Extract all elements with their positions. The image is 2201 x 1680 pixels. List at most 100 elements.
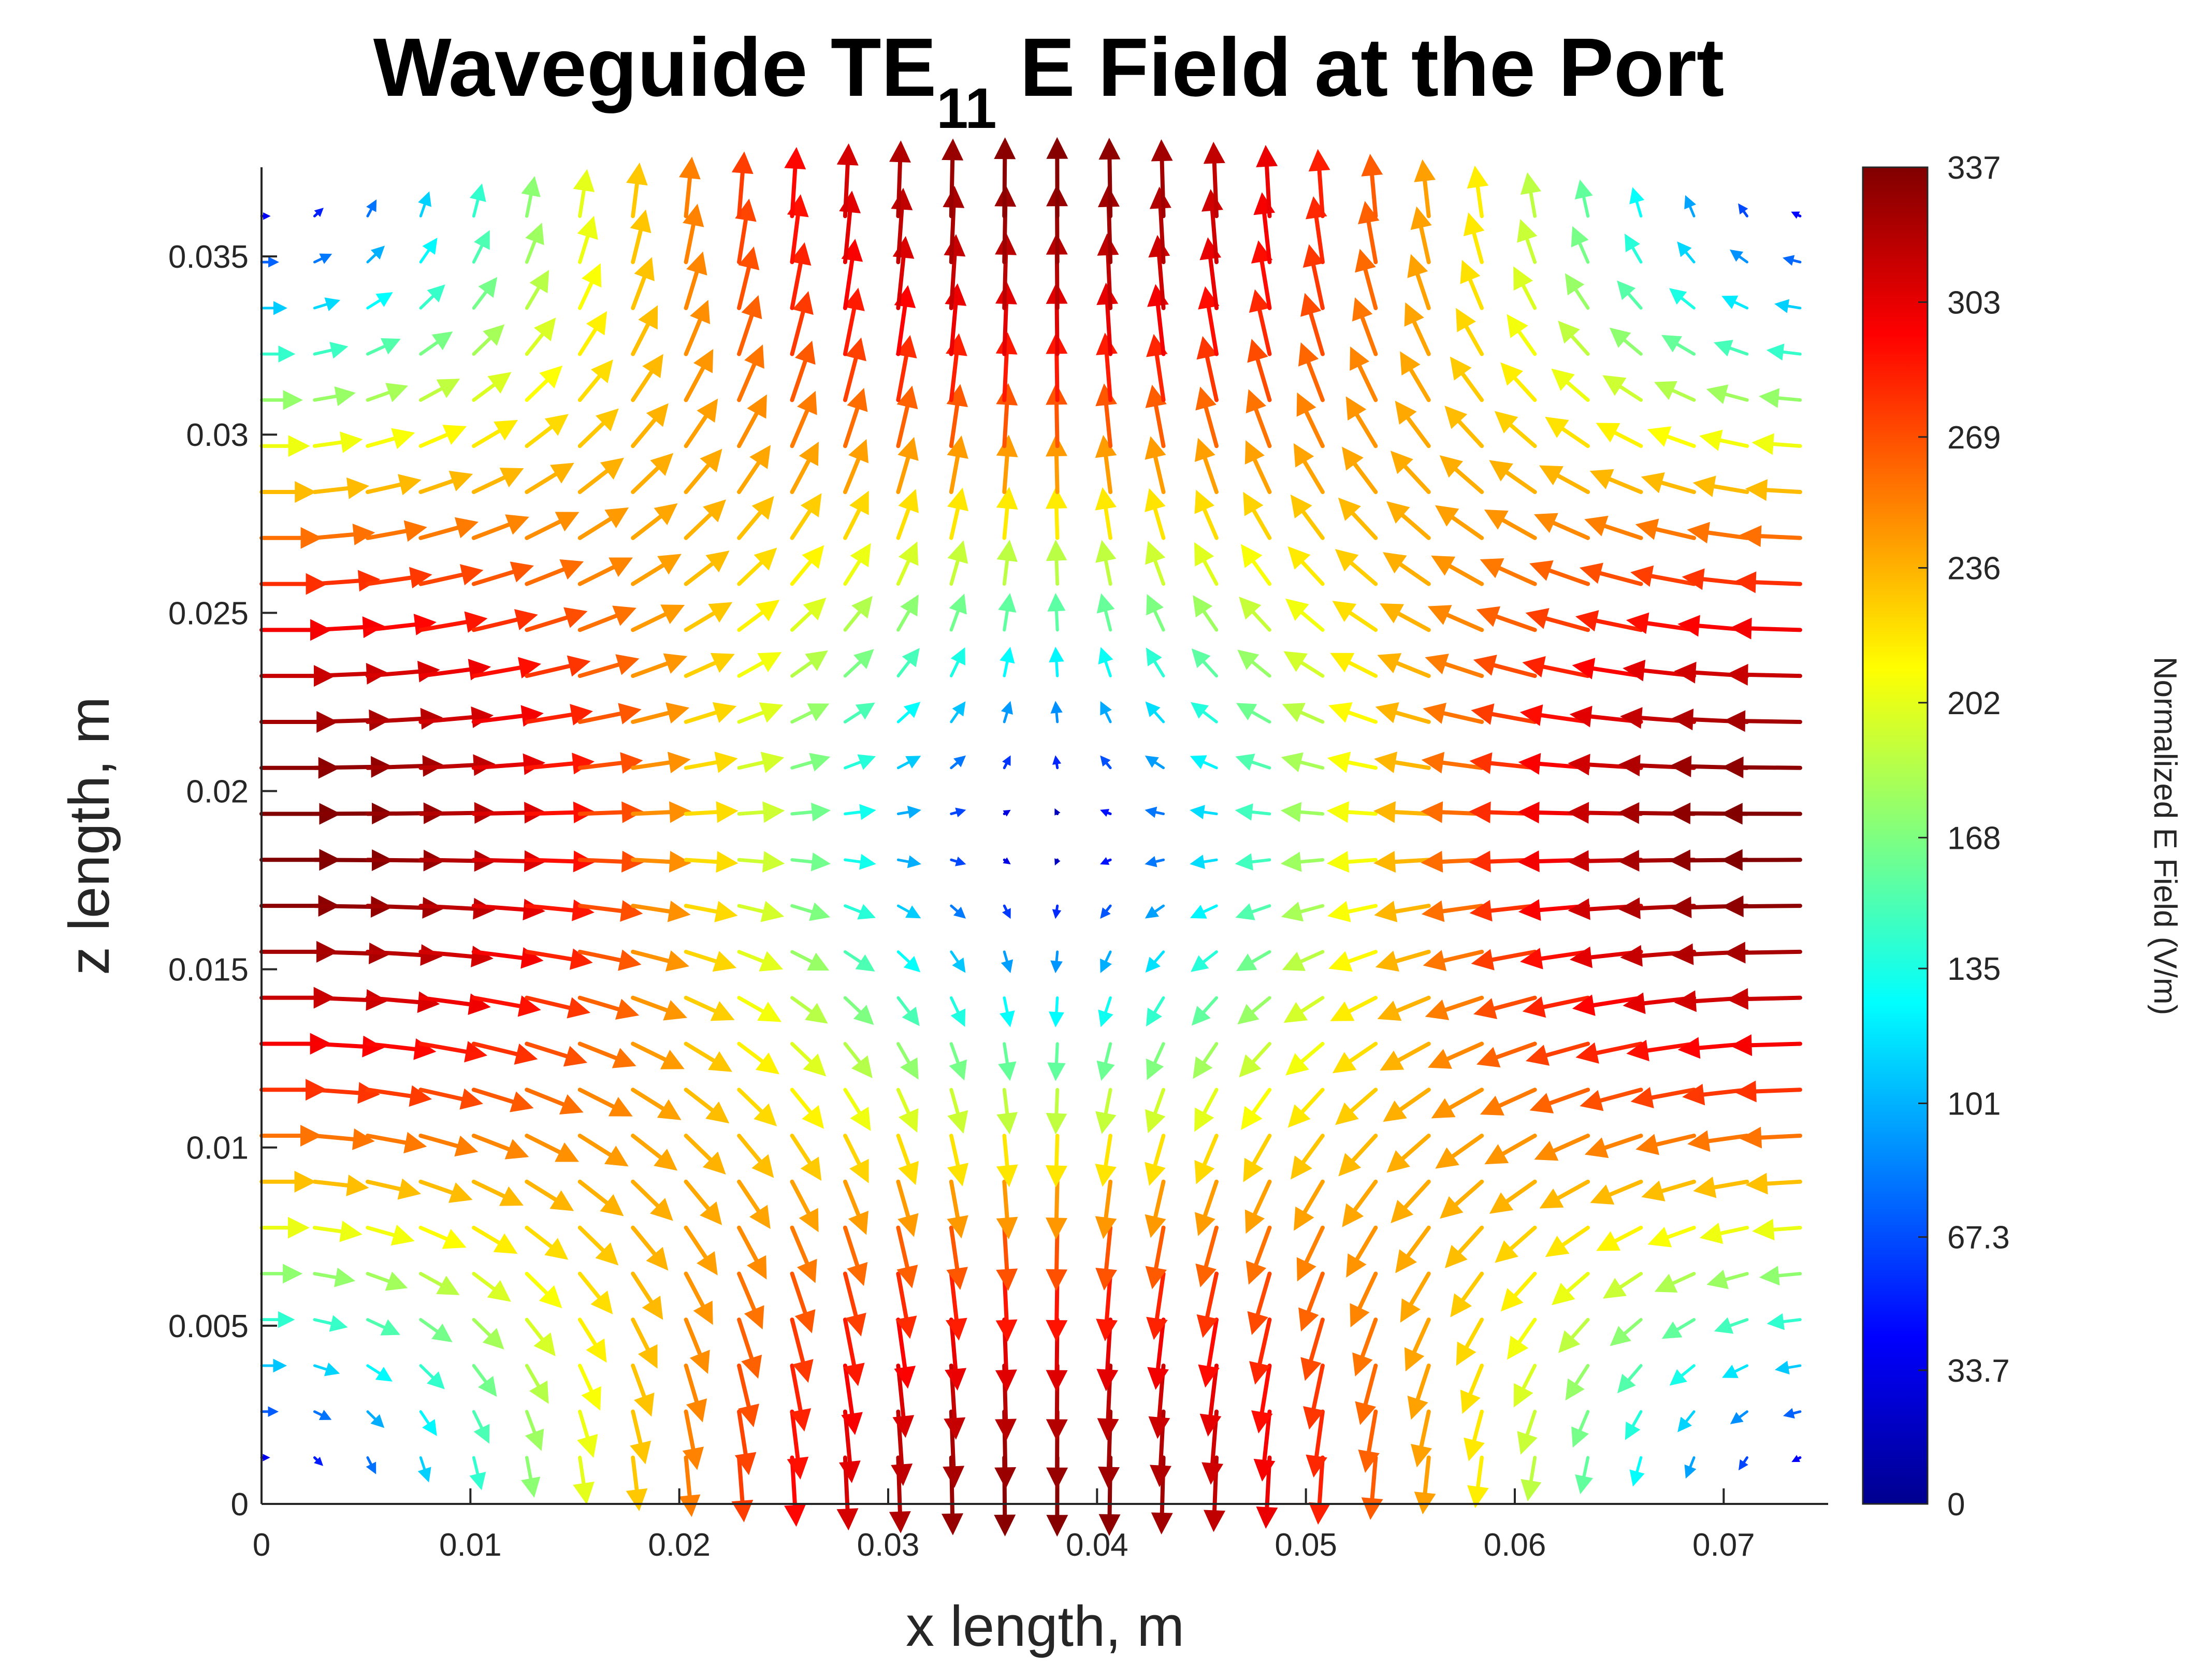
field-arrow (1096, 593, 1115, 632)
field-arrow (1783, 255, 1802, 266)
field-arrow (1414, 159, 1436, 219)
field-arrow (525, 1225, 569, 1260)
field-arrow (1298, 342, 1325, 402)
field-arrow (737, 599, 780, 632)
field-arrow (1145, 701, 1165, 723)
field-arrow (684, 448, 722, 495)
field-arrow (1145, 384, 1167, 448)
field-arrow (1565, 1364, 1590, 1401)
field-arrow (790, 441, 819, 495)
field-arrow (313, 1363, 340, 1377)
field-arrow (684, 1271, 713, 1325)
field-arrow (366, 199, 377, 218)
field-arrow (630, 209, 651, 265)
field-arrow (1145, 436, 1166, 495)
field-arrow (1617, 280, 1643, 310)
field-arrow (737, 1134, 774, 1178)
field-arrow (896, 1225, 918, 1288)
field-arrow (843, 1134, 869, 1183)
field-arrow (684, 251, 707, 310)
field-arrow (1237, 996, 1271, 1025)
field-arrow (1456, 1317, 1484, 1366)
field-arrow (1439, 455, 1484, 495)
field-arrow (790, 242, 812, 310)
x-tick-label: 0.01 (439, 1527, 502, 1563)
field-arrow (1290, 494, 1325, 540)
field-arrow (1285, 1041, 1325, 1076)
field-arrow (1243, 491, 1272, 540)
field-arrow (525, 1041, 588, 1067)
field-arrow (950, 701, 966, 723)
field-arrow (1484, 509, 1537, 540)
field-arrow (843, 1179, 868, 1235)
field-arrow (1471, 949, 1537, 971)
field-arrow (577, 949, 642, 971)
field-arrow (1647, 426, 1696, 448)
field-arrow (1404, 302, 1431, 356)
field-arrow (1610, 1317, 1643, 1346)
field-arrow (418, 471, 473, 494)
field-arrow (1609, 327, 1643, 356)
field-arrow (1522, 995, 1590, 1018)
field-arrow (1525, 608, 1590, 632)
field-arrow (1584, 515, 1643, 540)
field-arrow (418, 564, 484, 586)
field-arrow (259, 1125, 322, 1147)
field-arrow (1191, 950, 1218, 972)
chart-title: Waveguide TE11 E Field at the Port (373, 21, 1724, 140)
field-arrow (631, 257, 655, 310)
field-arrow (1721, 295, 1749, 310)
field-arrow (790, 291, 814, 356)
field-arrow (1098, 996, 1113, 1027)
field-arrow (260, 1454, 270, 1461)
field-arrow (1000, 647, 1015, 677)
field-arrow (577, 263, 602, 310)
field-arrow (1240, 544, 1272, 586)
field-arrow (1766, 1313, 1802, 1330)
field-arrow (260, 1406, 279, 1417)
field-arrow (841, 1363, 863, 1436)
field-arrow (843, 337, 866, 402)
field-arrow (790, 802, 831, 822)
field-arrow (950, 807, 966, 818)
field-arrow (1572, 994, 1643, 1016)
field-arrow (1095, 1179, 1117, 1239)
field-arrow (419, 1364, 445, 1389)
field-arrow (1147, 1317, 1169, 1390)
field-arrow (471, 561, 534, 586)
field-arrow (1739, 525, 1802, 547)
field-arrow (631, 1317, 658, 1369)
field-arrow (896, 1134, 919, 1185)
x-tick-label: 0.05 (1275, 1527, 1337, 1563)
field-arrow (259, 481, 317, 503)
field-arrow (896, 1179, 919, 1237)
field-arrow (1684, 195, 1697, 218)
field-arrow (1145, 950, 1165, 973)
field-arrow (1046, 1088, 1067, 1135)
field-arrow (1145, 856, 1165, 867)
field-arrow (260, 345, 296, 363)
field-arrow (889, 140, 911, 219)
field-arrow (365, 1178, 422, 1200)
field-arrow (1196, 1271, 1219, 1338)
colorbar-tick-label: 0 (1947, 1487, 1965, 1523)
field-arrow (1460, 259, 1484, 310)
field-arrow (1529, 560, 1590, 586)
field-arrow (1100, 755, 1112, 770)
field-arrow (1145, 1179, 1166, 1238)
field-arrow (790, 752, 831, 772)
field-arrow (577, 995, 640, 1020)
field-arrow (1431, 1088, 1484, 1119)
field-arrow (1520, 172, 1542, 218)
field-arrow (1495, 1225, 1537, 1263)
field-arrow (684, 950, 737, 972)
field-arrow (1145, 806, 1165, 818)
field-arrow (631, 851, 691, 873)
field-arrow (1052, 904, 1062, 919)
field-arrow (947, 1179, 968, 1239)
field-arrow (1647, 1225, 1696, 1248)
field-arrow (737, 801, 785, 823)
field-arrow (734, 1409, 757, 1475)
field-arrow (1145, 904, 1165, 919)
field-arrow (737, 996, 782, 1022)
